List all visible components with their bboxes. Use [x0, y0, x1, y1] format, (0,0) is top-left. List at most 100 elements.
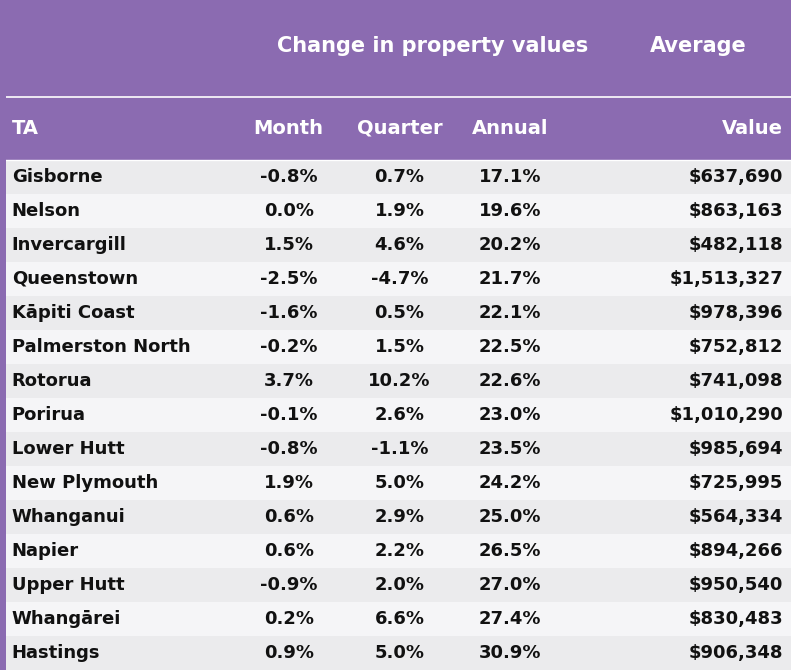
Text: New Plymouth: New Plymouth — [12, 474, 158, 492]
Text: 23.5%: 23.5% — [479, 440, 542, 458]
Text: -0.9%: -0.9% — [260, 576, 317, 594]
Text: $741,098: $741,098 — [689, 372, 783, 390]
Text: $978,396: $978,396 — [689, 304, 783, 322]
Text: 0.6%: 0.6% — [263, 508, 314, 526]
Text: 0.7%: 0.7% — [374, 168, 425, 186]
Text: $1,513,327: $1,513,327 — [669, 270, 783, 288]
Text: -0.8%: -0.8% — [260, 168, 317, 186]
Text: 1.5%: 1.5% — [263, 236, 314, 254]
Text: $1,010,290: $1,010,290 — [669, 406, 783, 424]
Text: -4.7%: -4.7% — [371, 270, 428, 288]
Text: 30.9%: 30.9% — [479, 644, 542, 662]
Text: Queenstown: Queenstown — [12, 270, 138, 288]
Text: -0.8%: -0.8% — [260, 440, 317, 458]
Bar — [6, 432, 791, 466]
Bar — [6, 364, 791, 398]
Text: 23.0%: 23.0% — [479, 406, 542, 424]
Text: $894,266: $894,266 — [689, 542, 783, 560]
Bar — [6, 568, 791, 602]
Text: Change in property values: Change in property values — [278, 36, 589, 56]
Bar — [0, 0, 6, 670]
Bar — [6, 160, 791, 194]
Text: Quarter: Quarter — [357, 119, 442, 138]
Text: Whanganui: Whanganui — [12, 508, 126, 526]
Text: -2.5%: -2.5% — [260, 270, 317, 288]
Text: $863,163: $863,163 — [689, 202, 783, 220]
Text: 1.9%: 1.9% — [263, 474, 314, 492]
Text: Kāpiti Coast: Kāpiti Coast — [12, 304, 134, 322]
Text: Palmerston North: Palmerston North — [12, 338, 191, 356]
Text: 25.0%: 25.0% — [479, 508, 542, 526]
Text: 5.0%: 5.0% — [374, 474, 425, 492]
Bar — [6, 262, 791, 296]
Text: 22.6%: 22.6% — [479, 372, 542, 390]
Text: 1.9%: 1.9% — [374, 202, 425, 220]
Text: Porirua: Porirua — [12, 406, 86, 424]
Text: 0.9%: 0.9% — [263, 644, 314, 662]
Bar — [6, 228, 791, 262]
Text: 27.4%: 27.4% — [479, 610, 542, 628]
Text: 20.2%: 20.2% — [479, 236, 542, 254]
Text: 21.7%: 21.7% — [479, 270, 542, 288]
Text: 2.6%: 2.6% — [374, 406, 425, 424]
Text: 2.2%: 2.2% — [374, 542, 425, 560]
Text: Nelson: Nelson — [12, 202, 81, 220]
Text: 17.1%: 17.1% — [479, 168, 542, 186]
Text: 0.0%: 0.0% — [263, 202, 314, 220]
Text: $725,995: $725,995 — [689, 474, 783, 492]
Text: 22.5%: 22.5% — [479, 338, 542, 356]
Text: Upper Hutt: Upper Hutt — [12, 576, 124, 594]
Text: 26.5%: 26.5% — [479, 542, 542, 560]
Bar — [6, 330, 791, 364]
Bar — [6, 466, 791, 500]
Text: $564,334: $564,334 — [689, 508, 783, 526]
Bar — [6, 194, 791, 228]
Text: $482,118: $482,118 — [688, 236, 783, 254]
Bar — [6, 602, 791, 636]
Text: 4.6%: 4.6% — [374, 236, 425, 254]
Text: $985,694: $985,694 — [689, 440, 783, 458]
Text: $950,540: $950,540 — [689, 576, 783, 594]
Text: 2.9%: 2.9% — [374, 508, 425, 526]
Text: -0.2%: -0.2% — [260, 338, 317, 356]
Text: Invercargill: Invercargill — [12, 236, 127, 254]
Text: 6.6%: 6.6% — [374, 610, 425, 628]
Text: 5.0%: 5.0% — [374, 644, 425, 662]
Text: 27.0%: 27.0% — [479, 576, 542, 594]
Text: Napier: Napier — [12, 542, 79, 560]
Text: 24.2%: 24.2% — [479, 474, 542, 492]
Bar — [6, 534, 791, 568]
Text: 19.6%: 19.6% — [479, 202, 542, 220]
Text: Month: Month — [254, 119, 324, 138]
Text: -1.1%: -1.1% — [371, 440, 428, 458]
Text: $830,483: $830,483 — [688, 610, 783, 628]
Bar — [6, 636, 791, 670]
Text: $637,690: $637,690 — [689, 168, 783, 186]
Bar — [6, 398, 791, 432]
Text: 0.2%: 0.2% — [263, 610, 314, 628]
Text: $906,348: $906,348 — [689, 644, 783, 662]
Bar — [6, 96, 791, 160]
Text: Whangārei: Whangārei — [12, 610, 121, 628]
Text: Average: Average — [649, 36, 747, 56]
Text: Hastings: Hastings — [12, 644, 100, 662]
Text: 3.7%: 3.7% — [263, 372, 314, 390]
Text: Annual: Annual — [472, 119, 548, 138]
Text: 2.0%: 2.0% — [374, 576, 425, 594]
Text: 0.5%: 0.5% — [374, 304, 425, 322]
Text: Lower Hutt: Lower Hutt — [12, 440, 124, 458]
Text: Value: Value — [722, 119, 783, 138]
Text: 22.1%: 22.1% — [479, 304, 542, 322]
Text: $752,812: $752,812 — [689, 338, 783, 356]
Text: Gisborne: Gisborne — [12, 168, 103, 186]
Bar — [6, 0, 791, 96]
Text: 1.5%: 1.5% — [374, 338, 425, 356]
Text: 0.6%: 0.6% — [263, 542, 314, 560]
Bar — [6, 296, 791, 330]
Bar — [6, 500, 791, 534]
Text: -1.6%: -1.6% — [260, 304, 317, 322]
Text: Rotorua: Rotorua — [12, 372, 93, 390]
Text: TA: TA — [12, 119, 39, 138]
Text: -0.1%: -0.1% — [260, 406, 317, 424]
Text: 10.2%: 10.2% — [368, 372, 431, 390]
